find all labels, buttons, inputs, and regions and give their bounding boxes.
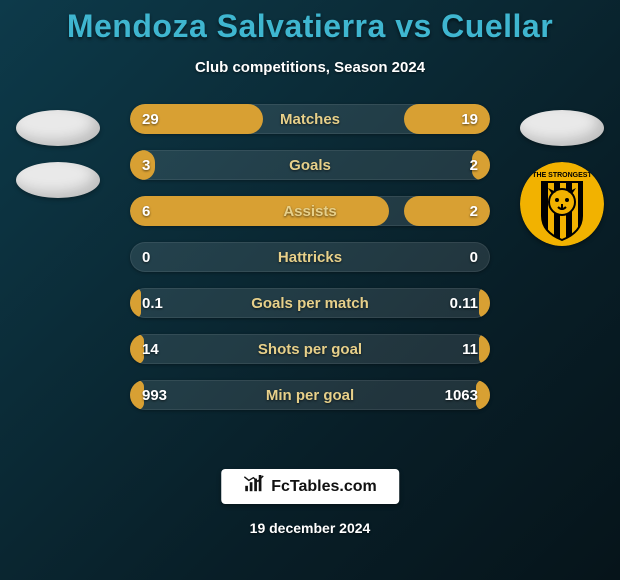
svg-text:THE STRONGEST: THE STRONGEST — [532, 172, 592, 179]
bar-fill-right — [404, 104, 490, 134]
comparison-arena: THE STRONGEST — [0, 104, 620, 424]
bar-fill-right — [479, 288, 490, 318]
stat-value-left: 993 — [142, 380, 167, 410]
brand-text: FcTables.com — [271, 478, 377, 496]
bar-fill-right — [479, 334, 490, 364]
stat-value-left: 0.1 — [142, 288, 163, 318]
stat-row-hattricks: Hattricks0 0 — [130, 242, 490, 272]
club-crest-the-strongest: THE STRONGEST — [520, 162, 604, 246]
content-root: Mendoza Salvatierra vs Cuellar Club comp… — [0, 0, 620, 580]
bar-fill-right — [476, 380, 490, 410]
brand-badge[interactable]: FcTables.com — [221, 469, 399, 504]
bar-fill-right — [404, 196, 490, 226]
player-left-avatar-1 — [16, 110, 100, 146]
stat-row-shots-per-goal: Shots per goal14 11 — [130, 334, 490, 364]
bar-fill-left — [130, 380, 144, 410]
stat-row-goals: Goals32 — [130, 150, 490, 180]
player-right-avatar-1 — [520, 110, 604, 146]
stat-value-left: 0 — [142, 242, 150, 272]
stat-value-left: 14 — [142, 334, 159, 364]
stat-label: Shots per goal — [130, 334, 490, 364]
stat-row-assists: Assists62 — [130, 196, 490, 226]
stat-row-min-per-goal: Min per goal993 1063 — [130, 380, 490, 410]
bar-fill-left — [130, 150, 155, 180]
bar-fill-left — [130, 104, 263, 134]
bar-fill-right — [472, 150, 490, 180]
date-text: 19 december 2024 — [0, 520, 620, 536]
stat-label: Min per goal — [130, 380, 490, 410]
stat-label: Hattricks — [130, 242, 490, 272]
stat-row-goals-per-match: Goals per match0.1 0.11 — [130, 288, 490, 318]
bar-fill-left — [130, 334, 144, 364]
subtitle: Club competitions, Season 2024 — [0, 59, 620, 76]
crest-svg: THE STRONGEST — [520, 162, 604, 246]
stat-label: Goals per match — [130, 288, 490, 318]
stat-value-right: 11 — [462, 334, 478, 364]
stat-value-right: 0.11 — [450, 288, 478, 318]
bar-fill-left — [130, 288, 141, 318]
player-left-avatar-2 — [16, 162, 100, 198]
stat-row-matches: Matches2919 — [130, 104, 490, 134]
comparison-bars: Matches2919 Goals32 Assists62 Hattricks0 0 Go… — [130, 104, 490, 426]
page-title: Mendoza Salvatierra vs Cuellar — [0, 0, 620, 45]
stat-value-right: 0 — [470, 242, 478, 272]
bar-fill-left — [130, 196, 389, 226]
stat-value-right: 1063 — [445, 380, 478, 410]
stat-label: Goals — [130, 150, 490, 180]
bar-chart-icon — [243, 475, 265, 498]
